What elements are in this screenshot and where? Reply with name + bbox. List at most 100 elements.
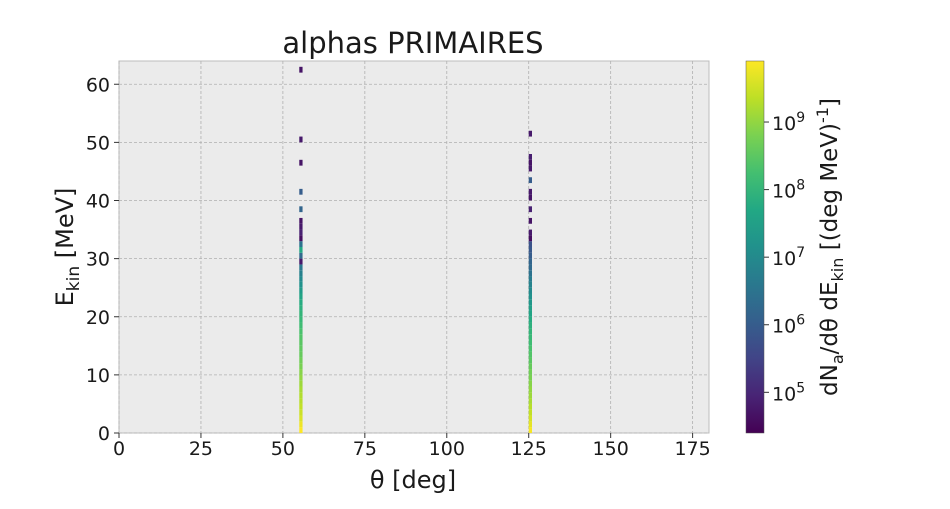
heatmap-cell [299, 281, 303, 288]
heatmap-cell [299, 380, 303, 387]
heatmap-cell [299, 369, 303, 375]
y-tick-label: 60 [86, 74, 110, 96]
heatmap-cell [299, 363, 303, 370]
heatmap-cell [528, 363, 532, 370]
heatmap-cell [299, 392, 303, 399]
heatmap-cell [528, 340, 532, 346]
heatmap-cell [299, 159, 303, 166]
heatmap-cell [528, 427, 532, 433]
heatmap-cells [299, 66, 532, 433]
heatmap-cell [299, 357, 303, 364]
heatmap-cell [528, 177, 532, 184]
heatmap-cell [528, 159, 532, 166]
heatmap-cell [299, 264, 303, 271]
colorbar-tick-label: 106 [772, 313, 805, 338]
heatmap-cell [528, 229, 532, 236]
heatmap-cell [299, 299, 303, 306]
colorbar [745, 60, 765, 434]
heatmap-cell [299, 241, 303, 247]
colorbar-tick-label: 105 [772, 380, 805, 405]
heatmap-cell [528, 328, 532, 335]
heatmap-cell [299, 247, 303, 253]
heatmap-cell [528, 305, 532, 311]
heatmap-cell [528, 188, 532, 195]
colorbar-tick-label: 107 [772, 245, 805, 270]
heatmap-cell [528, 281, 532, 288]
heatmap-cell [528, 206, 532, 213]
heatmap-cell [299, 223, 303, 230]
heatmap-cell [299, 293, 303, 300]
heatmap-cell [299, 328, 303, 335]
heatmap-cell [299, 270, 303, 277]
heatmap-cell [528, 334, 532, 340]
x-tick-label: 125 [511, 438, 547, 460]
colorbar-label: dNa/dθ dEkin [(deg MeV)-1] [813, 98, 847, 396]
heatmap-cell [528, 380, 532, 387]
heatmap-cell [528, 392, 532, 399]
heatmap-cell [299, 229, 303, 236]
y-axis-title: Ekin [MeV] [51, 188, 84, 307]
heatmap-cell [299, 310, 303, 317]
heatmap-cell [299, 136, 303, 143]
heatmap-cell [528, 403, 532, 410]
heatmap-cell [528, 194, 532, 201]
heatmap-cell [528, 276, 532, 282]
heatmap-cell [299, 415, 303, 422]
heatmap-cell [528, 264, 532, 271]
x-axis-title: θ [deg] [370, 466, 456, 494]
heatmap-cell [528, 369, 532, 375]
x-tick-label: 75 [353, 438, 377, 460]
heatmap-cell [528, 386, 532, 393]
heatmap-cell [299, 258, 303, 265]
heatmap-cell [528, 235, 532, 242]
heatmap-cell [528, 287, 532, 294]
heatmap-cell [528, 258, 532, 265]
heatmap-cell [299, 386, 303, 393]
heatmap-cell [528, 310, 532, 317]
heatmap-cell [299, 322, 303, 329]
y-tick-label: 50 [86, 132, 110, 154]
heatmap-cell [528, 398, 532, 404]
heatmap-cell [299, 345, 303, 352]
heatmap-cell [299, 206, 303, 213]
heatmap-cell [528, 421, 532, 428]
heatmap-cell [528, 345, 532, 352]
heatmap-cell [528, 322, 532, 329]
heatmap-cell [299, 305, 303, 311]
heatmap-cell [528, 154, 532, 160]
heatmap-cell [299, 340, 303, 346]
heatmap-cell [299, 409, 303, 416]
y-tick-label: 40 [86, 191, 110, 213]
heatmap-cell [299, 235, 303, 242]
heatmap-cell [299, 252, 303, 259]
heatmap-cell [299, 427, 303, 433]
chart-title: alphas PRIMAIRES [282, 26, 543, 60]
x-tick-label: 175 [674, 438, 710, 460]
heatmap-cell [528, 357, 532, 364]
heatmap-cell [528, 247, 532, 253]
heatmap-cell [299, 188, 303, 195]
colorbar-ticks: 105 106 107 108 109 [764, 110, 805, 405]
x-axis-ticks: 0 25 50 75 100 125 150 175 [113, 433, 711, 460]
x-tick-label: 0 [113, 438, 125, 460]
heatmap-cell [299, 217, 303, 224]
heatmap-cell [528, 165, 532, 172]
heatmap-cell [299, 316, 303, 323]
heatmap-cell [528, 415, 532, 422]
heatmap-cell [528, 270, 532, 277]
heatmap-cell [299, 334, 303, 340]
heatmap-cell [528, 293, 532, 300]
x-tick-label: 150 [593, 438, 629, 460]
x-tick-label: 25 [189, 438, 213, 460]
heatmap-cell [528, 217, 532, 224]
colorbar-tick-label: 109 [772, 110, 805, 135]
plot-area-background [118, 60, 710, 434]
heatmap-cell [299, 403, 303, 410]
heatmap-cell [299, 374, 303, 381]
y-tick-label: 0 [98, 423, 110, 445]
heatmap-cell [299, 398, 303, 404]
heatmap-cell [528, 374, 532, 381]
x-tick-label: 100 [429, 438, 465, 460]
heatmap-cell [528, 252, 532, 259]
